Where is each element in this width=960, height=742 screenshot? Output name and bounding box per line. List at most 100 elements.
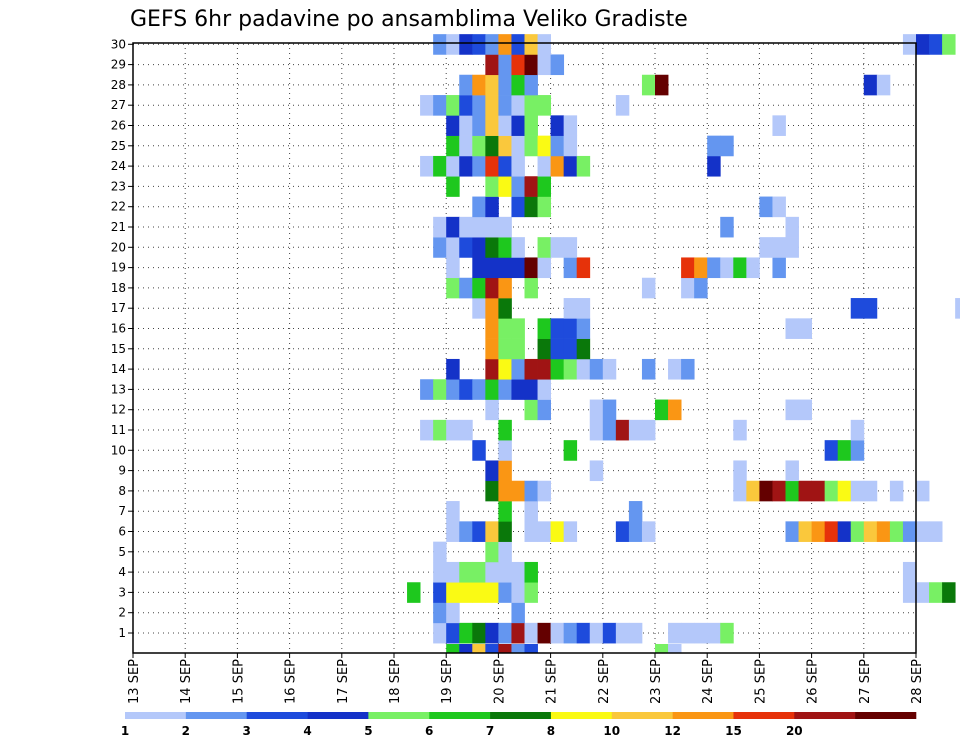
- precip-cell: [668, 399, 682, 421]
- y-tick-label: 13: [111, 382, 126, 396]
- precip-cell: [550, 135, 565, 157]
- precip-cell: [772, 480, 786, 502]
- precip-cell: [472, 582, 486, 603]
- y-tick-label: 17: [111, 301, 126, 315]
- precip-cell: [863, 298, 878, 319]
- precip-cell: [524, 257, 538, 279]
- precip-cell: [433, 379, 447, 400]
- precip-cell: [563, 521, 578, 542]
- precip-cell: [433, 95, 447, 116]
- legend-swatch: [672, 712, 734, 719]
- legend-label: 3: [243, 724, 251, 738]
- x-tick-label: 25 SEP: [753, 659, 768, 704]
- x-tick-label: 17 SEP: [336, 659, 351, 704]
- precip-cell: [446, 277, 460, 299]
- data-cells: [407, 34, 960, 653]
- precip-cell: [498, 34, 512, 55]
- precip-cell: [524, 277, 538, 299]
- precip-cell: [929, 521, 943, 542]
- precip-cell: [589, 460, 604, 482]
- precip-cell: [511, 338, 525, 360]
- precip-cell: [902, 582, 917, 603]
- y-tick-label: 2: [118, 606, 126, 620]
- precip-cell: [459, 379, 473, 400]
- precip-cell: [537, 135, 551, 157]
- y-tick-label: 23: [111, 179, 126, 193]
- y-tick-label: 1: [118, 626, 126, 640]
- precip-cell: [485, 644, 499, 653]
- precip-cell: [498, 115, 512, 136]
- y-tick-label: 30: [111, 37, 126, 51]
- precip-cell: [511, 257, 525, 279]
- precip-cell: [446, 358, 460, 380]
- precip-cell: [433, 419, 447, 441]
- precip-cell: [485, 257, 499, 279]
- precip-cell: [446, 622, 460, 644]
- precip-cell: [576, 155, 591, 177]
- legend-label: 15: [725, 724, 742, 738]
- precip-cell: [498, 644, 512, 653]
- x-axis-ticks: 13 SEP 14 SEP 15 SEP 16 SEP 17 SEP 18 SEP 19 S…: [127, 653, 925, 704]
- precip-cell: [511, 622, 525, 644]
- precip-cell: [485, 318, 499, 339]
- precip-cell: [498, 318, 512, 339]
- precip-cell: [511, 644, 525, 653]
- y-tick-label: 3: [118, 585, 126, 599]
- precip-cell: [498, 257, 512, 279]
- precip-cell: [446, 34, 460, 55]
- precip-cell: [863, 521, 878, 542]
- y-tick-label: 26: [111, 119, 126, 133]
- precip-cell: [498, 379, 512, 400]
- precip-cell: [472, 257, 486, 279]
- color-legend: 1 2 3 4 5 6 7 8 10 12 15 20: [121, 712, 917, 738]
- precip-cell: [511, 176, 525, 197]
- precip-cell: [524, 644, 538, 653]
- precip-cell: [472, 440, 486, 461]
- precip-cell: [929, 582, 943, 603]
- precip-cell: [446, 582, 460, 603]
- y-tick-label: 8: [118, 484, 126, 498]
- y-tick-label: 20: [111, 240, 126, 254]
- precip-cell: [916, 521, 930, 542]
- precip-cell: [511, 237, 525, 258]
- precip-cell: [459, 115, 473, 136]
- precip-cell: [641, 277, 656, 299]
- precip-cell: [511, 582, 525, 603]
- precip-cell: [446, 602, 460, 624]
- precip-cell: [524, 135, 538, 157]
- y-tick-label: 15: [111, 342, 126, 356]
- precip-cell: [472, 155, 486, 177]
- legend-swatch: [855, 712, 917, 719]
- precip-cell: [916, 34, 930, 55]
- precip-cell: [485, 196, 499, 218]
- precip-cell: [472, 379, 486, 400]
- x-tick-label: 21 SEP: [545, 659, 560, 704]
- precip-cell: [589, 399, 604, 421]
- precip-cell: [628, 521, 643, 542]
- precip-cell: [459, 74, 473, 96]
- precip-cell: [563, 318, 578, 339]
- precip-cell: [772, 257, 786, 279]
- precip-cell: [694, 277, 708, 299]
- precip-cell: [563, 622, 578, 644]
- precip-cell: [863, 74, 878, 96]
- precip-cell: [524, 379, 538, 400]
- precip-cell: [720, 257, 734, 279]
- precip-cell: [433, 541, 447, 563]
- precip-cell: [524, 480, 538, 502]
- precip-cell: [472, 561, 486, 583]
- precip-cell: [433, 602, 447, 624]
- precip-cell: [563, 358, 578, 380]
- precip-cell: [498, 54, 512, 76]
- y-tick-label: 5: [118, 545, 126, 559]
- precip-cell: [485, 622, 499, 644]
- precip-cell: [524, 176, 538, 197]
- precip-cell: [550, 237, 565, 258]
- precip-cell: [916, 480, 930, 502]
- precip-cell: [655, 399, 669, 421]
- precip-cell: [459, 155, 473, 177]
- legend-swatch: [611, 712, 673, 719]
- precip-cell: [537, 318, 551, 339]
- precip-cell: [537, 95, 551, 116]
- precip-cell: [850, 521, 865, 542]
